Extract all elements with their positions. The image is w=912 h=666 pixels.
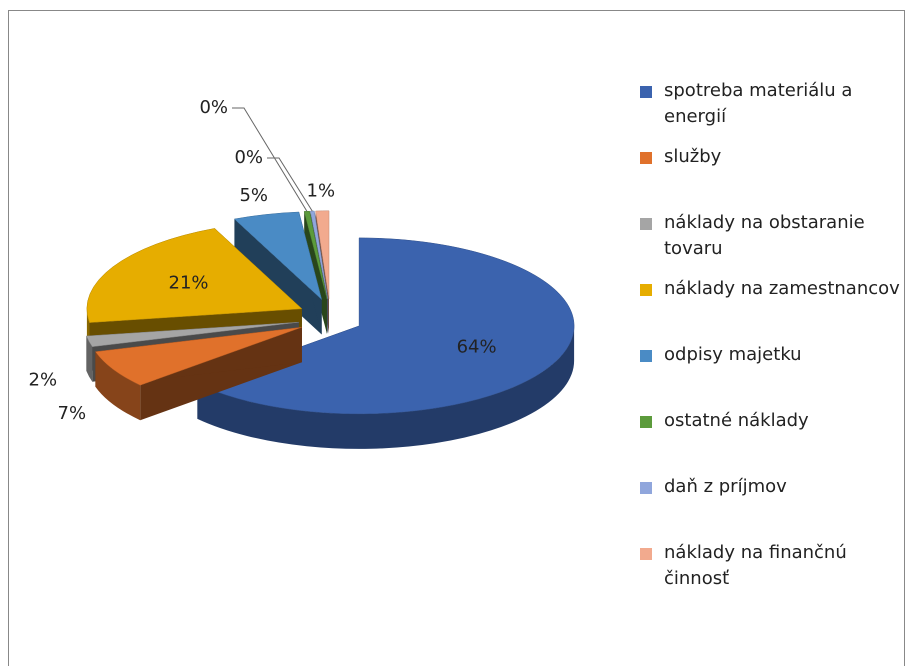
- frame: [8, 10, 905, 666]
- legend-label: náklady na obstaranie tovaru: [664, 212, 865, 259]
- data-label: 64%: [457, 337, 497, 358]
- legend-label: daň z príjmov: [664, 476, 787, 497]
- legend-item: náklady na finančnú činnosť: [640, 540, 905, 606]
- data-label: 2%: [29, 370, 58, 391]
- legend-label: náklady na zamestnancov: [664, 278, 900, 299]
- slice-side: [197, 325, 575, 449]
- legend-item: odpisy majetku: [640, 342, 905, 408]
- slice: [315, 210, 330, 299]
- legend-swatch: [640, 416, 652, 428]
- leader-line: [232, 107, 308, 212]
- slice: [94, 326, 302, 386]
- slice: [196, 237, 575, 415]
- legend-item: daň z príjmov: [640, 474, 905, 540]
- data-label: 1%: [307, 181, 336, 202]
- slice-side: [95, 351, 141, 421]
- leader-line: [267, 157, 313, 212]
- slice: [86, 321, 299, 347]
- legend-label: služby: [664, 146, 722, 167]
- slice-wall: [234, 219, 322, 335]
- legend-label: náklady na finančnú činnosť: [664, 542, 847, 589]
- legend-swatch: [640, 482, 652, 494]
- legend-item: náklady na zamestnancov: [640, 276, 905, 342]
- legend-item: ostatné náklady: [640, 408, 905, 474]
- slice: [233, 211, 323, 301]
- slice-side: [86, 336, 93, 382]
- legend-swatch: [640, 218, 652, 230]
- legend-label: ostatné náklady: [664, 410, 809, 431]
- legend-label: odpisy majetku: [664, 344, 802, 365]
- legend-label: spotreba materiálu a energií: [664, 80, 853, 127]
- legend-item: spotreba materiálu a energií: [640, 78, 905, 144]
- legend-swatch: [640, 284, 652, 296]
- legend-swatch: [640, 548, 652, 560]
- legend-item: služby: [640, 144, 905, 210]
- data-label: 0%: [234, 147, 263, 168]
- legend-item: náklady na obstaranie tovaru: [640, 210, 905, 276]
- data-label: 0%: [199, 97, 228, 118]
- data-label: 21%: [169, 273, 209, 294]
- data-label: 7%: [58, 403, 87, 424]
- legend: spotreba materiálu a energií služby náklad…: [640, 78, 905, 606]
- legend-swatch: [640, 350, 652, 362]
- slice: [86, 228, 303, 323]
- data-label: 5%: [239, 185, 268, 206]
- legend-swatch: [640, 152, 652, 164]
- legend-swatch: [640, 86, 652, 98]
